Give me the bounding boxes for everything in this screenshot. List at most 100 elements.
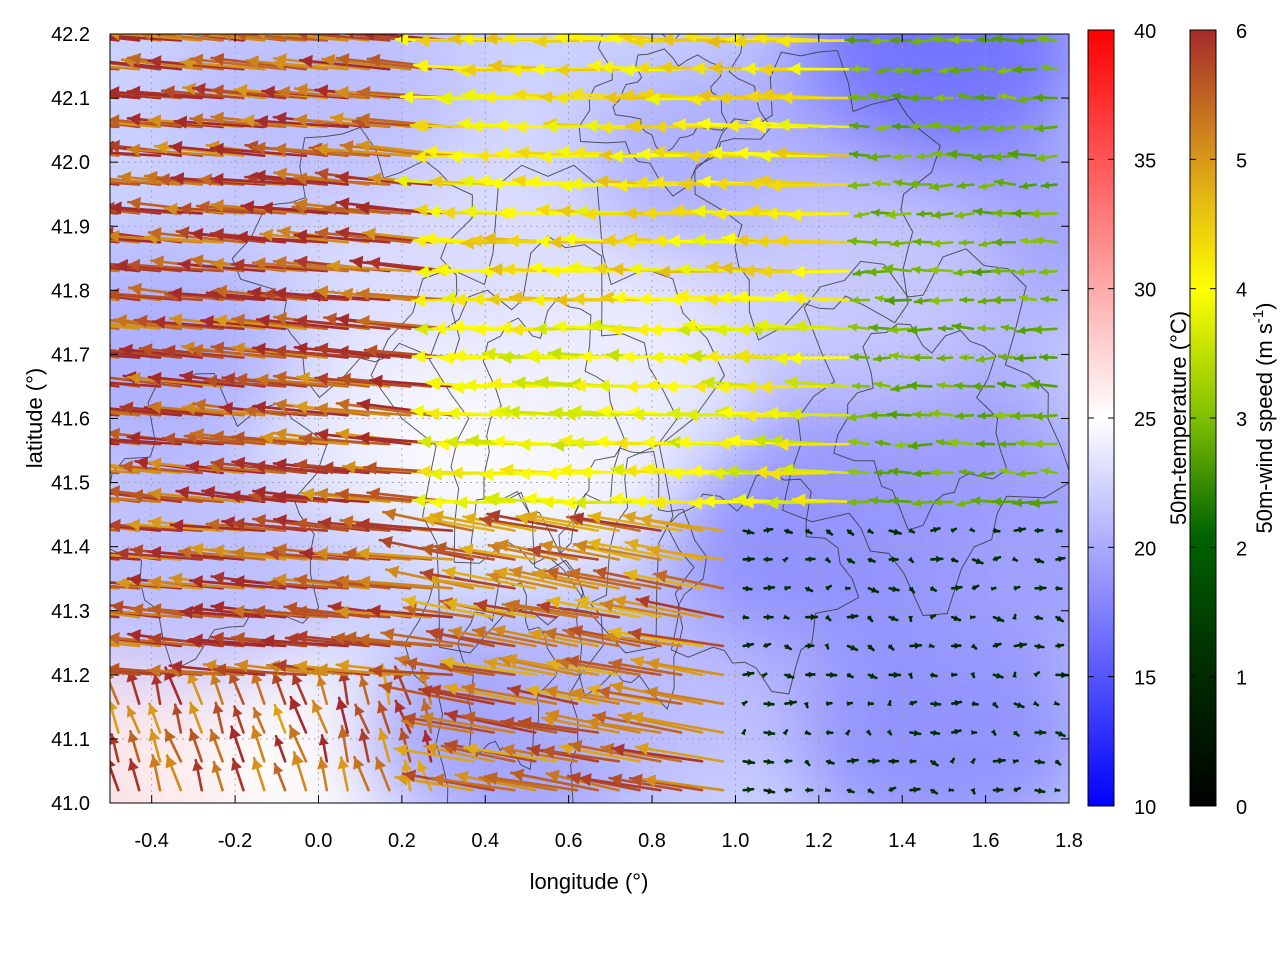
wind-vector-head [875, 295, 884, 303]
wind-vector-1049 [946, 149, 975, 160]
wind-vector-174 [950, 700, 963, 707]
wind-vector-head [785, 758, 792, 765]
wind-vector-698 [272, 344, 370, 359]
wind-vector-head [625, 538, 639, 552]
wind-vector-302 [742, 614, 750, 620]
wind-vector-head [955, 211, 964, 220]
wind-vector-head [890, 615, 898, 621]
wind-vector-head [583, 207, 596, 221]
wind-vector-head [294, 458, 308, 472]
wind-vector-head [892, 585, 899, 593]
wind-vector-547 [1040, 467, 1058, 476]
wind-vector-head [1040, 267, 1048, 276]
wind-vector-head [1030, 498, 1040, 509]
wind-vector-head [192, 760, 204, 772]
wind-vector-head [263, 287, 276, 302]
wind-vector-head [163, 344, 176, 358]
wind-vector-head [933, 498, 942, 507]
wind-vector-head [445, 739, 459, 753]
wind-vector-head [1011, 556, 1017, 561]
wind-vector-head [448, 150, 461, 164]
wind-vector-463 [175, 486, 266, 504]
wind-vector-head [413, 294, 426, 308]
wind-vector-642 [110, 381, 162, 388]
wind-vector-159 [569, 687, 641, 705]
wind-vector-1004 [978, 182, 996, 190]
wind-vector-head [1021, 123, 1029, 131]
wind-vector-head [170, 519, 184, 533]
wind-vector-head [754, 465, 767, 479]
wind-vector-head [1012, 759, 1018, 765]
wind-vector-shaft [461, 685, 558, 705]
wind-vector-head [774, 146, 787, 160]
wind-vector-head [340, 140, 354, 154]
wind-vectors [54, 34, 1069, 795]
wind-vector-223 [1012, 671, 1017, 678]
wind-vector-305 [805, 613, 819, 621]
wind-vector-350 [784, 585, 792, 591]
wind-vector-692 [161, 344, 245, 359]
wind-vector-309 [888, 615, 899, 622]
wind-vector-head [969, 527, 974, 532]
wind-vector-head [996, 786, 1003, 794]
wind-vector-324 [147, 575, 245, 590]
wind-vector-head [784, 585, 790, 591]
wind-vector-head [476, 149, 489, 163]
wind-vector-100 [311, 699, 329, 734]
wind-vector-head [753, 434, 767, 448]
wind-vector-head [566, 654, 580, 668]
wind-vector-head [869, 410, 878, 420]
wind-vector-1149 [110, 60, 183, 71]
wind-vector-head [190, 602, 204, 616]
wind-vector-129 [950, 728, 962, 735]
wind-vector-47 [148, 728, 162, 763]
wind-vector-362 [1034, 584, 1047, 592]
temperature-colorbar-tick-label: 15 [1134, 668, 1156, 690]
wind-vector-450 [950, 527, 958, 534]
wind-vector-1003 [956, 181, 975, 190]
wind-vector-head [428, 377, 441, 391]
wind-vector-head [190, 343, 203, 357]
wind-vector-head [865, 729, 871, 735]
wind-vector-head [867, 644, 874, 650]
wind-vector-head [66, 198, 79, 211]
wind-vector-head [559, 463, 572, 477]
wind-vector-728 [975, 355, 996, 364]
wind-vector-head [148, 487, 162, 501]
wind-vector-head [1015, 36, 1024, 46]
wind-vector-head [294, 573, 308, 587]
wind-vector-1017 [209, 142, 308, 158]
wind-vector-head [977, 439, 985, 448]
wind-vector-head [442, 206, 455, 220]
wind-vector-345 [592, 566, 683, 590]
wind-vector-690 [118, 343, 204, 359]
wind-vector-head [979, 182, 987, 190]
wind-vector-shaft [234, 235, 329, 244]
wind-vector-head [127, 431, 141, 445]
y-tick-label: 41.7 [51, 344, 90, 366]
y-axis: 41.041.141.241.341.441.541.641.741.841.9… [51, 24, 1069, 815]
wind-vector-head [685, 408, 698, 422]
wind-vector-head [875, 124, 883, 132]
wind-vector-head [357, 85, 371, 100]
wind-vector-head [845, 586, 850, 591]
wind-vector-head [743, 380, 756, 394]
wind-vector-head [54, 173, 66, 186]
wind-vector-414 [110, 518, 204, 532]
wind-vector-123 [825, 729, 834, 736]
wind-vector-head [381, 627, 395, 641]
wind-vector-146 [338, 668, 351, 705]
wind-vector-173 [930, 700, 942, 708]
wind-vector-shaft [393, 747, 475, 763]
wind-vector-1227 [776, 34, 850, 48]
wind-vector-147 [358, 675, 370, 705]
wind-vector-head [86, 172, 98, 185]
wind-vector-head [336, 488, 349, 502]
wind-vector-head [788, 62, 801, 76]
wind-vector-head [999, 467, 1008, 476]
wind-vector-439 [638, 513, 725, 532]
wind-vector-head [533, 568, 546, 581]
wind-vector-head [578, 773, 592, 787]
wind-vector-shaft [298, 58, 391, 71]
